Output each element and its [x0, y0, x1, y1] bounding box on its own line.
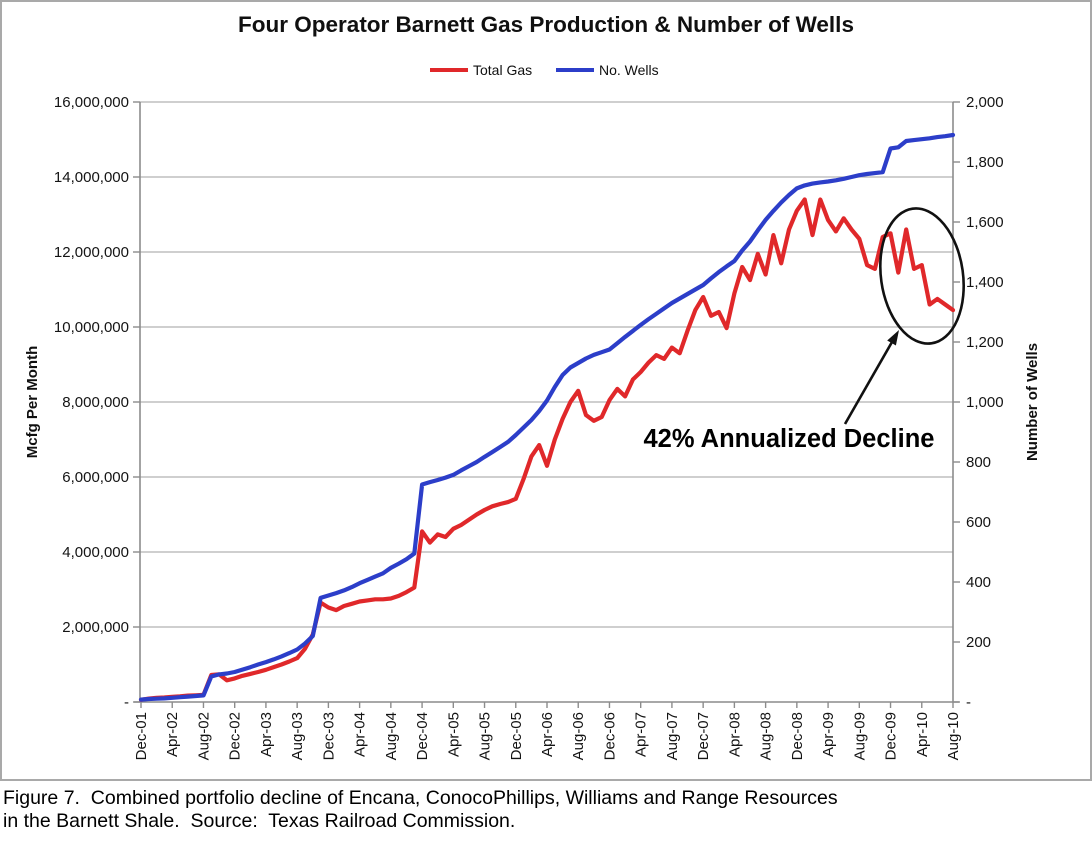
x-tick-label: Dec-09: [883, 712, 900, 760]
left-tick-label: 12,000,000: [54, 244, 129, 261]
right-tick-label: 1,000: [966, 394, 1004, 411]
chart-title: Four Operator Barnett Gas Production & N…: [238, 12, 854, 37]
x-tick-label: Aug-09: [851, 712, 868, 760]
right-tick-label: -: [966, 694, 971, 711]
x-tick-label: Apr-08: [726, 712, 743, 757]
annotation-arrowhead: [887, 330, 899, 346]
no-wells-legend-label: No. Wells: [599, 62, 659, 78]
x-tick-label: Aug-03: [289, 712, 306, 760]
left-tick-label: 10,000,000: [54, 319, 129, 336]
x-tick-label: Dec-08: [789, 712, 806, 760]
right-tick-label: 400: [966, 574, 991, 591]
x-tick-label: Dec-05: [508, 712, 525, 760]
right-tick-label: 1,200: [966, 334, 1004, 351]
total-gas-line: [138, 197, 956, 702]
chart-legend: Total Gas No. Wells: [430, 62, 659, 78]
x-tick-label: Aug-07: [664, 712, 681, 760]
left-tick-label: 4,000,000: [62, 544, 129, 561]
x-tick-label: Aug-05: [477, 712, 494, 760]
right-tick-label: 200: [966, 634, 991, 651]
annotation-text: 42% Annualized Decline: [644, 425, 935, 453]
x-tick-label: Dec-04: [414, 712, 431, 760]
annotation-group: 42% Annualized Decline: [644, 207, 965, 453]
figure-caption: Figure 7. Combined portfolio decline of …: [3, 787, 1085, 833]
x-tick-label: Aug-06: [570, 712, 587, 760]
x-tick-label: Dec-07: [695, 712, 712, 760]
x-tick-label: Aug-08: [758, 712, 775, 760]
x-tick-label: Dec-01: [133, 712, 150, 760]
x-tick-label: Apr-09: [820, 712, 837, 757]
right-tick-label: 2,000: [966, 94, 1004, 111]
x-tick-label: Dec-02: [227, 712, 244, 760]
left-tick-label: 8,000,000: [62, 394, 129, 411]
chart-canvas: Four Operator Barnett Gas Production & N…: [24, 12, 1041, 760]
x-tick-label: Apr-10: [914, 712, 931, 757]
tick-labels: - 2,000,000 4,000,000 6,000,000 8,000,000 10,…: [54, 94, 1004, 760]
axes: [133, 101, 960, 708]
right-tick-label: 1,800: [966, 154, 1004, 171]
series-lines: [138, 132, 956, 702]
right-axis-title: Number of Wells: [1024, 343, 1041, 461]
left-tick-label: -: [124, 694, 129, 711]
x-tick-label: Aug-02: [195, 712, 212, 760]
x-tick-label: Apr-07: [633, 712, 650, 757]
right-tick-label: 1,400: [966, 274, 1004, 291]
left-tick-label: 14,000,000: [54, 169, 129, 186]
x-tick-label: Aug-10: [945, 712, 962, 760]
left-axis-title: Mcfg Per Month: [24, 346, 41, 459]
chart-frame: Four Operator Barnett Gas Production & N…: [0, 0, 1092, 781]
decline-ellipse: [879, 207, 965, 345]
caption-line-2: in the Barnett Shale. Source: Texas Rail…: [3, 810, 516, 832]
total-gas-legend-label: Total Gas: [473, 62, 532, 78]
x-tick-label: Dec-03: [320, 712, 337, 760]
right-tick-label: 600: [966, 514, 991, 531]
annotation-arrow: [843, 341, 894, 425]
right-tick-label: 1,600: [966, 214, 1004, 231]
caption-line-1: Figure 7. Combined portfolio decline of …: [3, 787, 838, 809]
no-wells-line: [138, 132, 956, 702]
x-tick-label: Aug-04: [383, 712, 400, 760]
x-tick-label: Apr-02: [164, 712, 181, 757]
x-tick-label: Apr-06: [539, 712, 556, 757]
x-tick-label: Dec-06: [601, 712, 618, 760]
left-tick-label: 2,000,000: [62, 619, 129, 636]
left-tick-label: 16,000,000: [54, 94, 129, 111]
x-tick-label: Apr-05: [445, 712, 462, 757]
x-tick-label: Apr-04: [352, 712, 369, 757]
x-tick-label: Apr-03: [258, 712, 275, 757]
right-tick-label: 800: [966, 454, 991, 471]
left-tick-label: 6,000,000: [62, 469, 129, 486]
